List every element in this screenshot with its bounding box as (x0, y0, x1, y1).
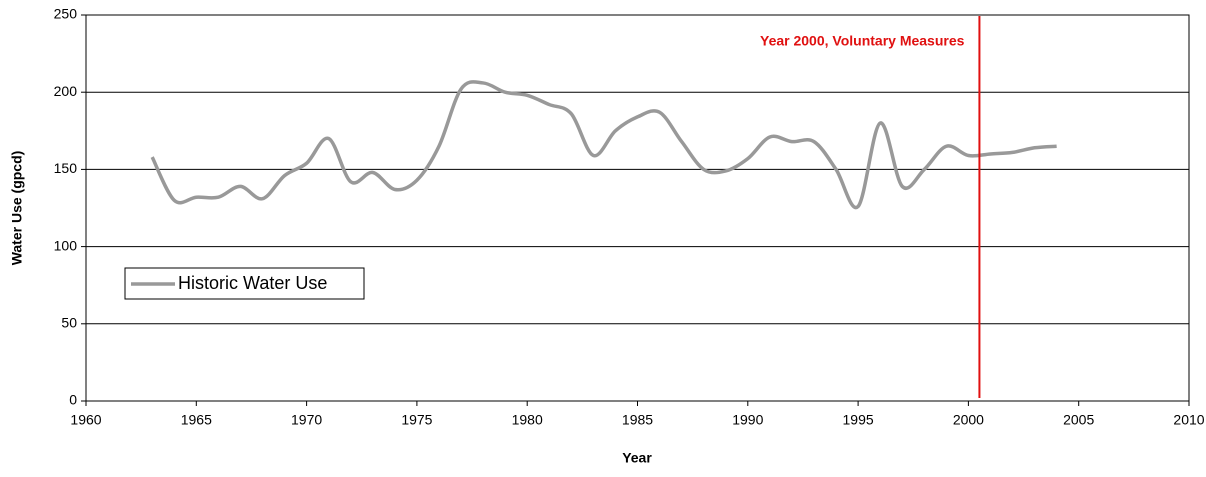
x-tick-label: 1960 (70, 412, 101, 428)
x-tick-label: 1990 (732, 412, 763, 428)
legend-label: Historic Water Use (178, 273, 327, 293)
x-tick-label: 2010 (1173, 412, 1204, 428)
annotation-text: Year 2000, Voluntary Measures (760, 33, 965, 49)
y-tick-label: 150 (54, 160, 78, 176)
y-tick-label: 100 (54, 237, 78, 253)
x-tick-label: 2005 (1063, 412, 1094, 428)
y-tick-label: 250 (54, 6, 78, 22)
y-tick-label: 50 (61, 315, 77, 331)
legend: Historic Water Use (124, 267, 365, 300)
x-tick-label: 2000 (953, 412, 984, 428)
plot-frame (85, 14, 1190, 402)
x-tick-label: 1995 (843, 412, 874, 428)
y-tick-label: 200 (54, 83, 78, 99)
x-tick-label: 1965 (181, 412, 212, 428)
y-tick-label: 0 (69, 392, 77, 408)
x-tick-label: 1985 (622, 412, 653, 428)
x-tick-label: 1975 (401, 412, 432, 428)
x-tick-label: 1980 (512, 412, 543, 428)
x-tick-label: 1970 (291, 412, 322, 428)
y-axis-label: Water Use (gpcd) (9, 151, 25, 266)
x-axis-label: Year (622, 450, 652, 466)
data-line (150, 80, 1057, 210)
